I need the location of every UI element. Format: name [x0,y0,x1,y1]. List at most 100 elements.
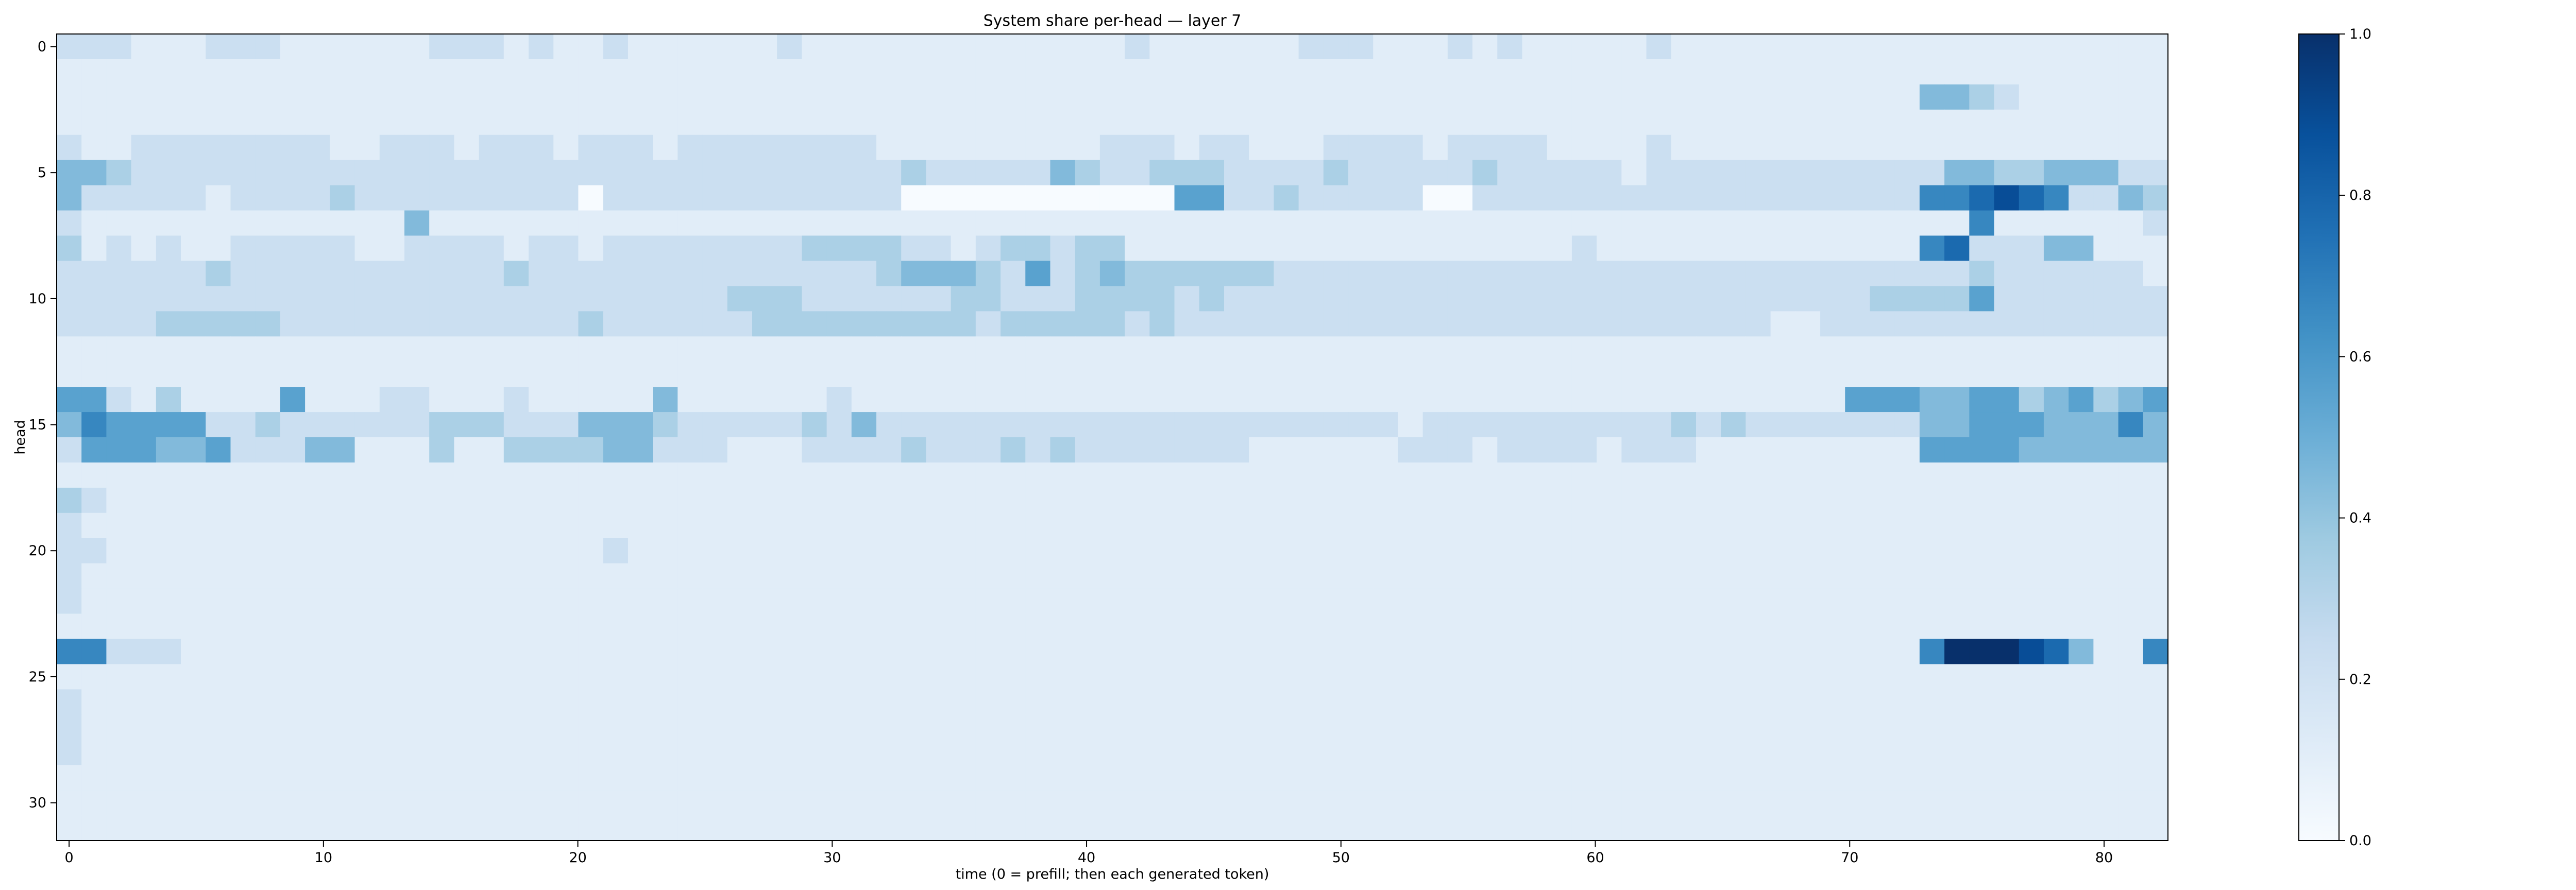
heatmap-cell [653,664,678,690]
heatmap-cell [1621,286,1647,312]
heatmap-cell [255,387,281,413]
heatmap-cell [379,740,405,765]
heatmap-cell [1422,210,1448,236]
heatmap-cell [529,588,554,614]
heatmap-cell [280,487,306,514]
heatmap-cell [677,185,703,211]
heatmap-cell [1249,664,1274,690]
heatmap-cell [230,160,256,186]
heatmap-cell [1745,134,1771,161]
heatmap-cell [677,714,703,740]
heatmap-cell [2093,613,2119,640]
heatmap-cell [1224,740,1249,765]
heatmap-cell [1174,134,1200,161]
heatmap-cell [1001,664,1026,690]
heatmap-cell [1621,613,1647,640]
heatmap-cell [1298,790,1324,816]
heatmap-cell [1919,538,1945,564]
heatmap-cell [578,664,604,690]
heatmap-cell [1199,740,1225,765]
heatmap-cell [1050,765,1076,791]
heatmap-cell [851,613,877,640]
heatmap-cell [1125,487,1150,514]
heatmap-cell [330,714,355,740]
heatmap-cell [1944,412,1970,438]
heatmap-cell [305,261,330,286]
heatmap-cell [1001,815,1026,841]
heatmap-cell [1050,538,1076,564]
heatmap-cell [1472,512,1498,539]
heatmap-cell [1348,714,1374,740]
heatmap-cell [677,261,703,286]
heatmap-cell [181,790,206,816]
heatmap-cell [1050,437,1076,463]
heatmap-cell [1646,311,1672,337]
heatmap-cell [1671,563,1697,589]
heatmap-cell [1721,362,1746,387]
heatmap-cell [1820,185,1845,211]
heatmap-cell [901,815,927,841]
heatmap-cell [1199,261,1225,286]
heatmap-cell [826,815,852,841]
heatmap-cell [553,765,579,791]
heatmap-cell [1894,765,1920,791]
heatmap-cell [1820,109,1845,135]
heatmap-cell [1745,487,1771,514]
heatmap-cell [1249,109,1274,135]
heatmap-cell [2143,134,2168,161]
heatmap-cell [156,362,181,387]
heatmap-cell [1323,613,1349,640]
heatmap-cell [1571,286,1597,312]
heatmap-cell [131,387,157,413]
heatmap-cell [1522,538,1548,564]
heatmap-cell [2143,84,2168,110]
heatmap-cell [1224,437,1249,463]
heatmap-cell [2043,613,2069,640]
heatmap-cell [1845,765,1871,791]
heatmap-cell [1125,512,1150,539]
heatmap-cell [503,487,529,514]
heatmap-cell [851,235,877,262]
heatmap-cell [1845,34,1871,60]
heatmap-cell [951,235,976,262]
heatmap-cell [479,740,504,765]
heatmap-cell [1994,664,2020,690]
heatmap-cell [1249,134,1274,161]
heatmap-cell [57,689,82,715]
heatmap-cell [553,639,579,665]
heatmap-cell [404,563,430,589]
heatmap-cell [1472,714,1498,740]
heatmap-cell [553,387,579,413]
heatmap-cell [379,362,405,387]
heatmap-cell [1323,286,1349,312]
heatmap-cell [1025,563,1051,589]
heatmap-cell [727,613,753,640]
heatmap-cell [1099,689,1125,715]
heatmap-cell [1919,639,1945,665]
heatmap-cell [901,462,927,488]
heatmap-cell [1894,563,1920,589]
heatmap-cell [1472,134,1498,161]
heatmap-cell [603,109,629,135]
heatmap-cell [529,59,554,85]
heatmap-cell [1298,134,1324,161]
heatmap-cell [1745,538,1771,564]
heatmap-cell [1571,84,1597,110]
heatmap-cell [1099,59,1125,85]
heatmap-cell [1721,563,1746,589]
heatmap-cell [653,639,678,665]
heatmap-cell [826,487,852,514]
heatmap-cell [628,588,653,614]
heatmap-cell [1125,689,1150,715]
heatmap-cell [1249,563,1274,589]
heatmap-cell [1820,462,1845,488]
heatmap-cell [354,210,380,236]
heatmap-cell [1621,387,1647,413]
heatmap-cell [305,689,330,715]
heatmap-cell [1125,588,1150,614]
heatmap-cell [901,311,927,337]
heatmap-cell [1224,487,1249,514]
heatmap-cell [727,588,753,614]
heatmap-cell [1671,714,1697,740]
heatmap-cell [1994,740,2020,765]
